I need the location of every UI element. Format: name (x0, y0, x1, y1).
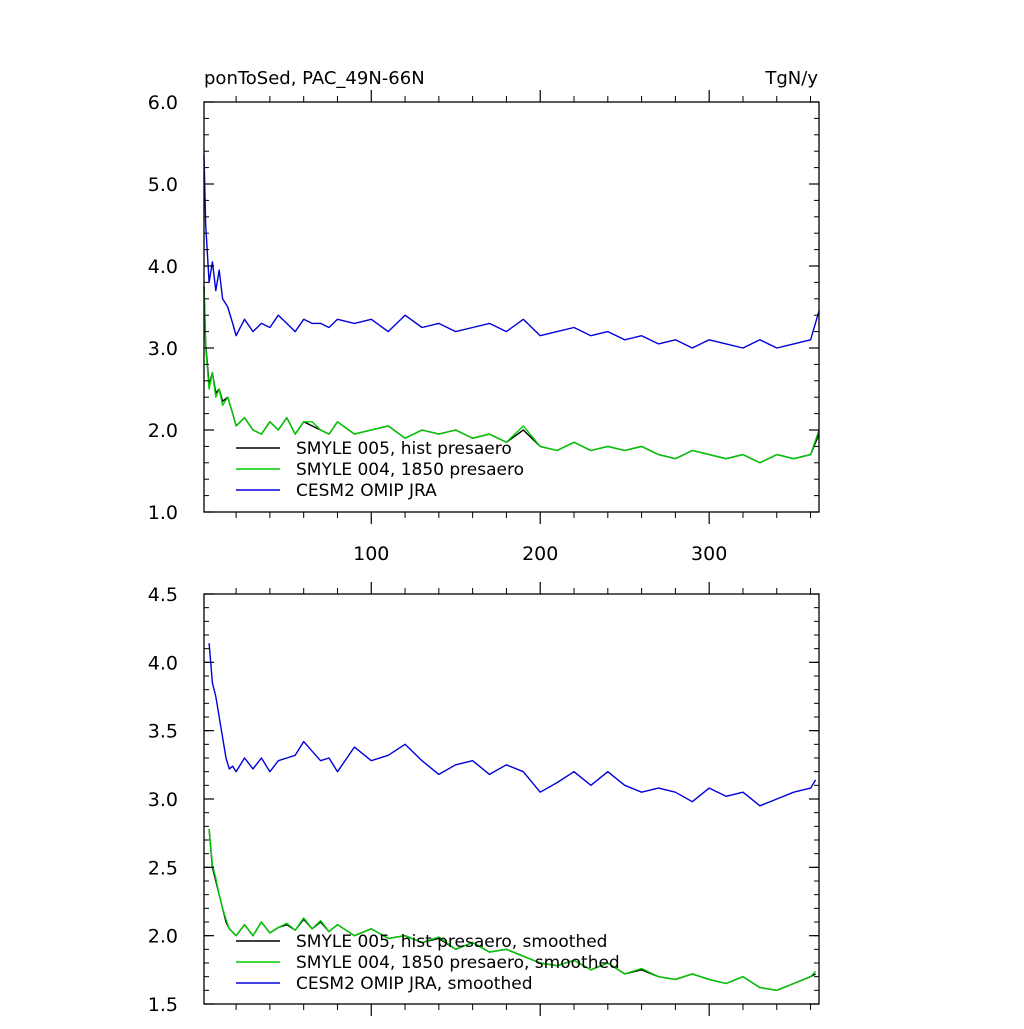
x-tick-label: 100 (353, 543, 389, 565)
x-tick-label: 200 (522, 543, 558, 565)
y-tick-label: 6.0 (148, 92, 178, 114)
y-tick-label: 2.5 (148, 857, 178, 879)
legend-label-2: SMYLE 004, 1850 presaero, smoothed (296, 953, 620, 973)
y-tick-label: 3.5 (148, 721, 178, 743)
bottom-panel: 1.5 2.0 2.5 3.0 3.5 4.0 4.5 SMYLE 005, hist pr… (148, 582, 820, 1016)
legend-label-3: CESM2 OMIP JRA, smoothed (296, 974, 533, 994)
top-plot-marks (203, 155, 820, 464)
y-tick-label: 5.0 (148, 174, 178, 196)
series-line-2 (203, 286, 820, 464)
bottom-plot-marks (208, 643, 817, 991)
x-tick-label: 300 (691, 543, 727, 565)
y-tick-label: 3.0 (148, 338, 178, 360)
top-chart-units: TgN/y (764, 68, 818, 89)
legend-label-3: CESM2 OMIP JRA (296, 481, 437, 501)
top-chart-title: ponToSed, PAC_49N-66N (204, 68, 425, 89)
legend-label-2: SMYLE 004, 1850 presaero (296, 460, 524, 480)
y-tick-label: 1.5 (148, 994, 178, 1016)
series-line-3 (208, 643, 817, 807)
bottom-axes: 1.5 2.0 2.5 3.0 3.5 4.0 4.5 (148, 582, 819, 1016)
y-tick-label: 2.0 (148, 926, 178, 948)
y-tick-label: 3.0 (148, 789, 178, 811)
legend-label-1: SMYLE 005, hist presaero (296, 439, 512, 459)
series-line-1 (203, 286, 820, 464)
top-plot-frame (203, 101, 820, 513)
top-axes: 1.0 2.0 3.0 4.0 5.0 6.0 100 200 300 (148, 90, 819, 565)
top-panel: ponToSed, PAC_49N-66N TgN/y 1.0 2.0 3.0 4.0… (148, 68, 820, 565)
y-tick-label: 1.0 (148, 502, 178, 524)
y-tick-label: 4.0 (148, 256, 178, 278)
series-line-2 (208, 829, 817, 991)
y-tick-label: 2.0 (148, 420, 178, 442)
y-tick-label: 4.5 (148, 584, 178, 606)
y-tick-label: 4.0 (148, 652, 178, 674)
legend-label-1: SMYLE 005, hist presaero, smoothed (296, 932, 607, 952)
series-line-3 (203, 155, 820, 349)
bottom-legend: SMYLE 005, hist presaero, smoothedSMYLE … (236, 932, 620, 994)
